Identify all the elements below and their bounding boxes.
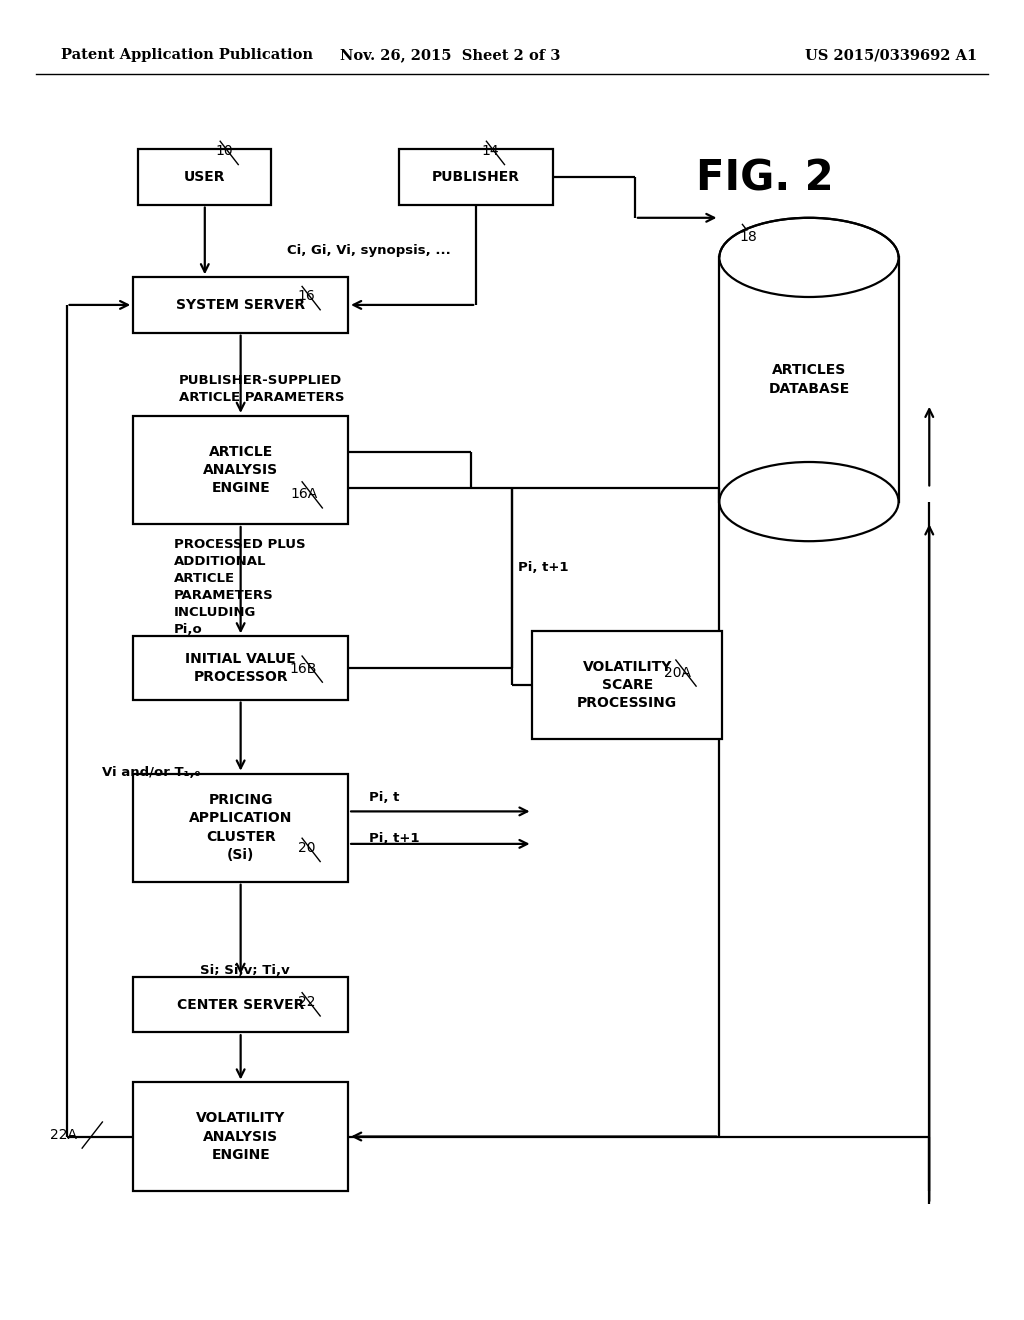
Text: PUBLISHER: PUBLISHER <box>432 170 520 183</box>
Bar <box>133 774 348 882</box>
Bar <box>532 631 722 739</box>
Bar <box>133 277 348 333</box>
Text: 20A: 20A <box>664 665 691 680</box>
Text: ARTICLES
DATABASE: ARTICLES DATABASE <box>768 363 850 396</box>
Text: VOLATILITY
ANALYSIS
ENGINE: VOLATILITY ANALYSIS ENGINE <box>196 1111 286 1162</box>
Text: 16B: 16B <box>290 661 317 676</box>
Text: Pi, t: Pi, t <box>369 791 399 804</box>
Text: 16: 16 <box>297 289 315 304</box>
Text: INITIAL VALUE
PROCESSOR: INITIAL VALUE PROCESSOR <box>185 652 296 684</box>
Text: SYSTEM SERVER: SYSTEM SERVER <box>176 298 305 312</box>
Text: PUBLISHER-SUPPLIED
ARTICLE PARAMETERS: PUBLISHER-SUPPLIED ARTICLE PARAMETERS <box>179 375 345 404</box>
Text: US 2015/0339692 A1: US 2015/0339692 A1 <box>805 49 977 62</box>
Text: FIG. 2: FIG. 2 <box>696 157 834 199</box>
Bar <box>133 416 348 524</box>
Text: 20: 20 <box>298 841 315 855</box>
Text: USER: USER <box>184 170 225 183</box>
Ellipse shape <box>719 462 899 541</box>
Text: Vi and/or T₁,₀: Vi and/or T₁,₀ <box>102 766 201 779</box>
Text: Pi, t+1: Pi, t+1 <box>369 832 419 845</box>
Text: Pi, t+1: Pi, t+1 <box>518 561 568 574</box>
Text: PROCESSED PLUS
ADDITIONAL
ARTICLE
PARAMETERS
INCLUDING
Pi,o: PROCESSED PLUS ADDITIONAL ARTICLE PARAME… <box>174 539 306 636</box>
Text: 10: 10 <box>215 144 233 158</box>
Text: 14: 14 <box>481 144 500 158</box>
Text: PRICING
APPLICATION
CLUSTER
(Si): PRICING APPLICATION CLUSTER (Si) <box>189 793 292 862</box>
Bar <box>138 149 271 205</box>
Text: CENTER SERVER: CENTER SERVER <box>177 998 304 1011</box>
Text: Si; Si,v; Ti,v: Si; Si,v; Ti,v <box>200 964 290 977</box>
Text: 22A: 22A <box>50 1127 77 1142</box>
Text: Ci, Gi, Vi, synopsis, ...: Ci, Gi, Vi, synopsis, ... <box>287 244 451 257</box>
Text: ARTICLE
ANALYSIS
ENGINE: ARTICLE ANALYSIS ENGINE <box>203 445 279 495</box>
Text: VOLATILITY
SCARE
PROCESSING: VOLATILITY SCARE PROCESSING <box>578 660 677 710</box>
Text: 16A: 16A <box>290 487 317 502</box>
Ellipse shape <box>721 220 897 296</box>
Bar <box>399 149 553 205</box>
Text: Patent Application Publication: Patent Application Publication <box>61 49 313 62</box>
Bar <box>133 1082 348 1191</box>
Ellipse shape <box>719 218 899 297</box>
Text: Nov. 26, 2015  Sheet 2 of 3: Nov. 26, 2015 Sheet 2 of 3 <box>340 49 561 62</box>
Text: 18: 18 <box>739 230 758 244</box>
Text: 22: 22 <box>298 995 315 1010</box>
Bar <box>133 636 348 700</box>
Bar <box>133 977 348 1032</box>
